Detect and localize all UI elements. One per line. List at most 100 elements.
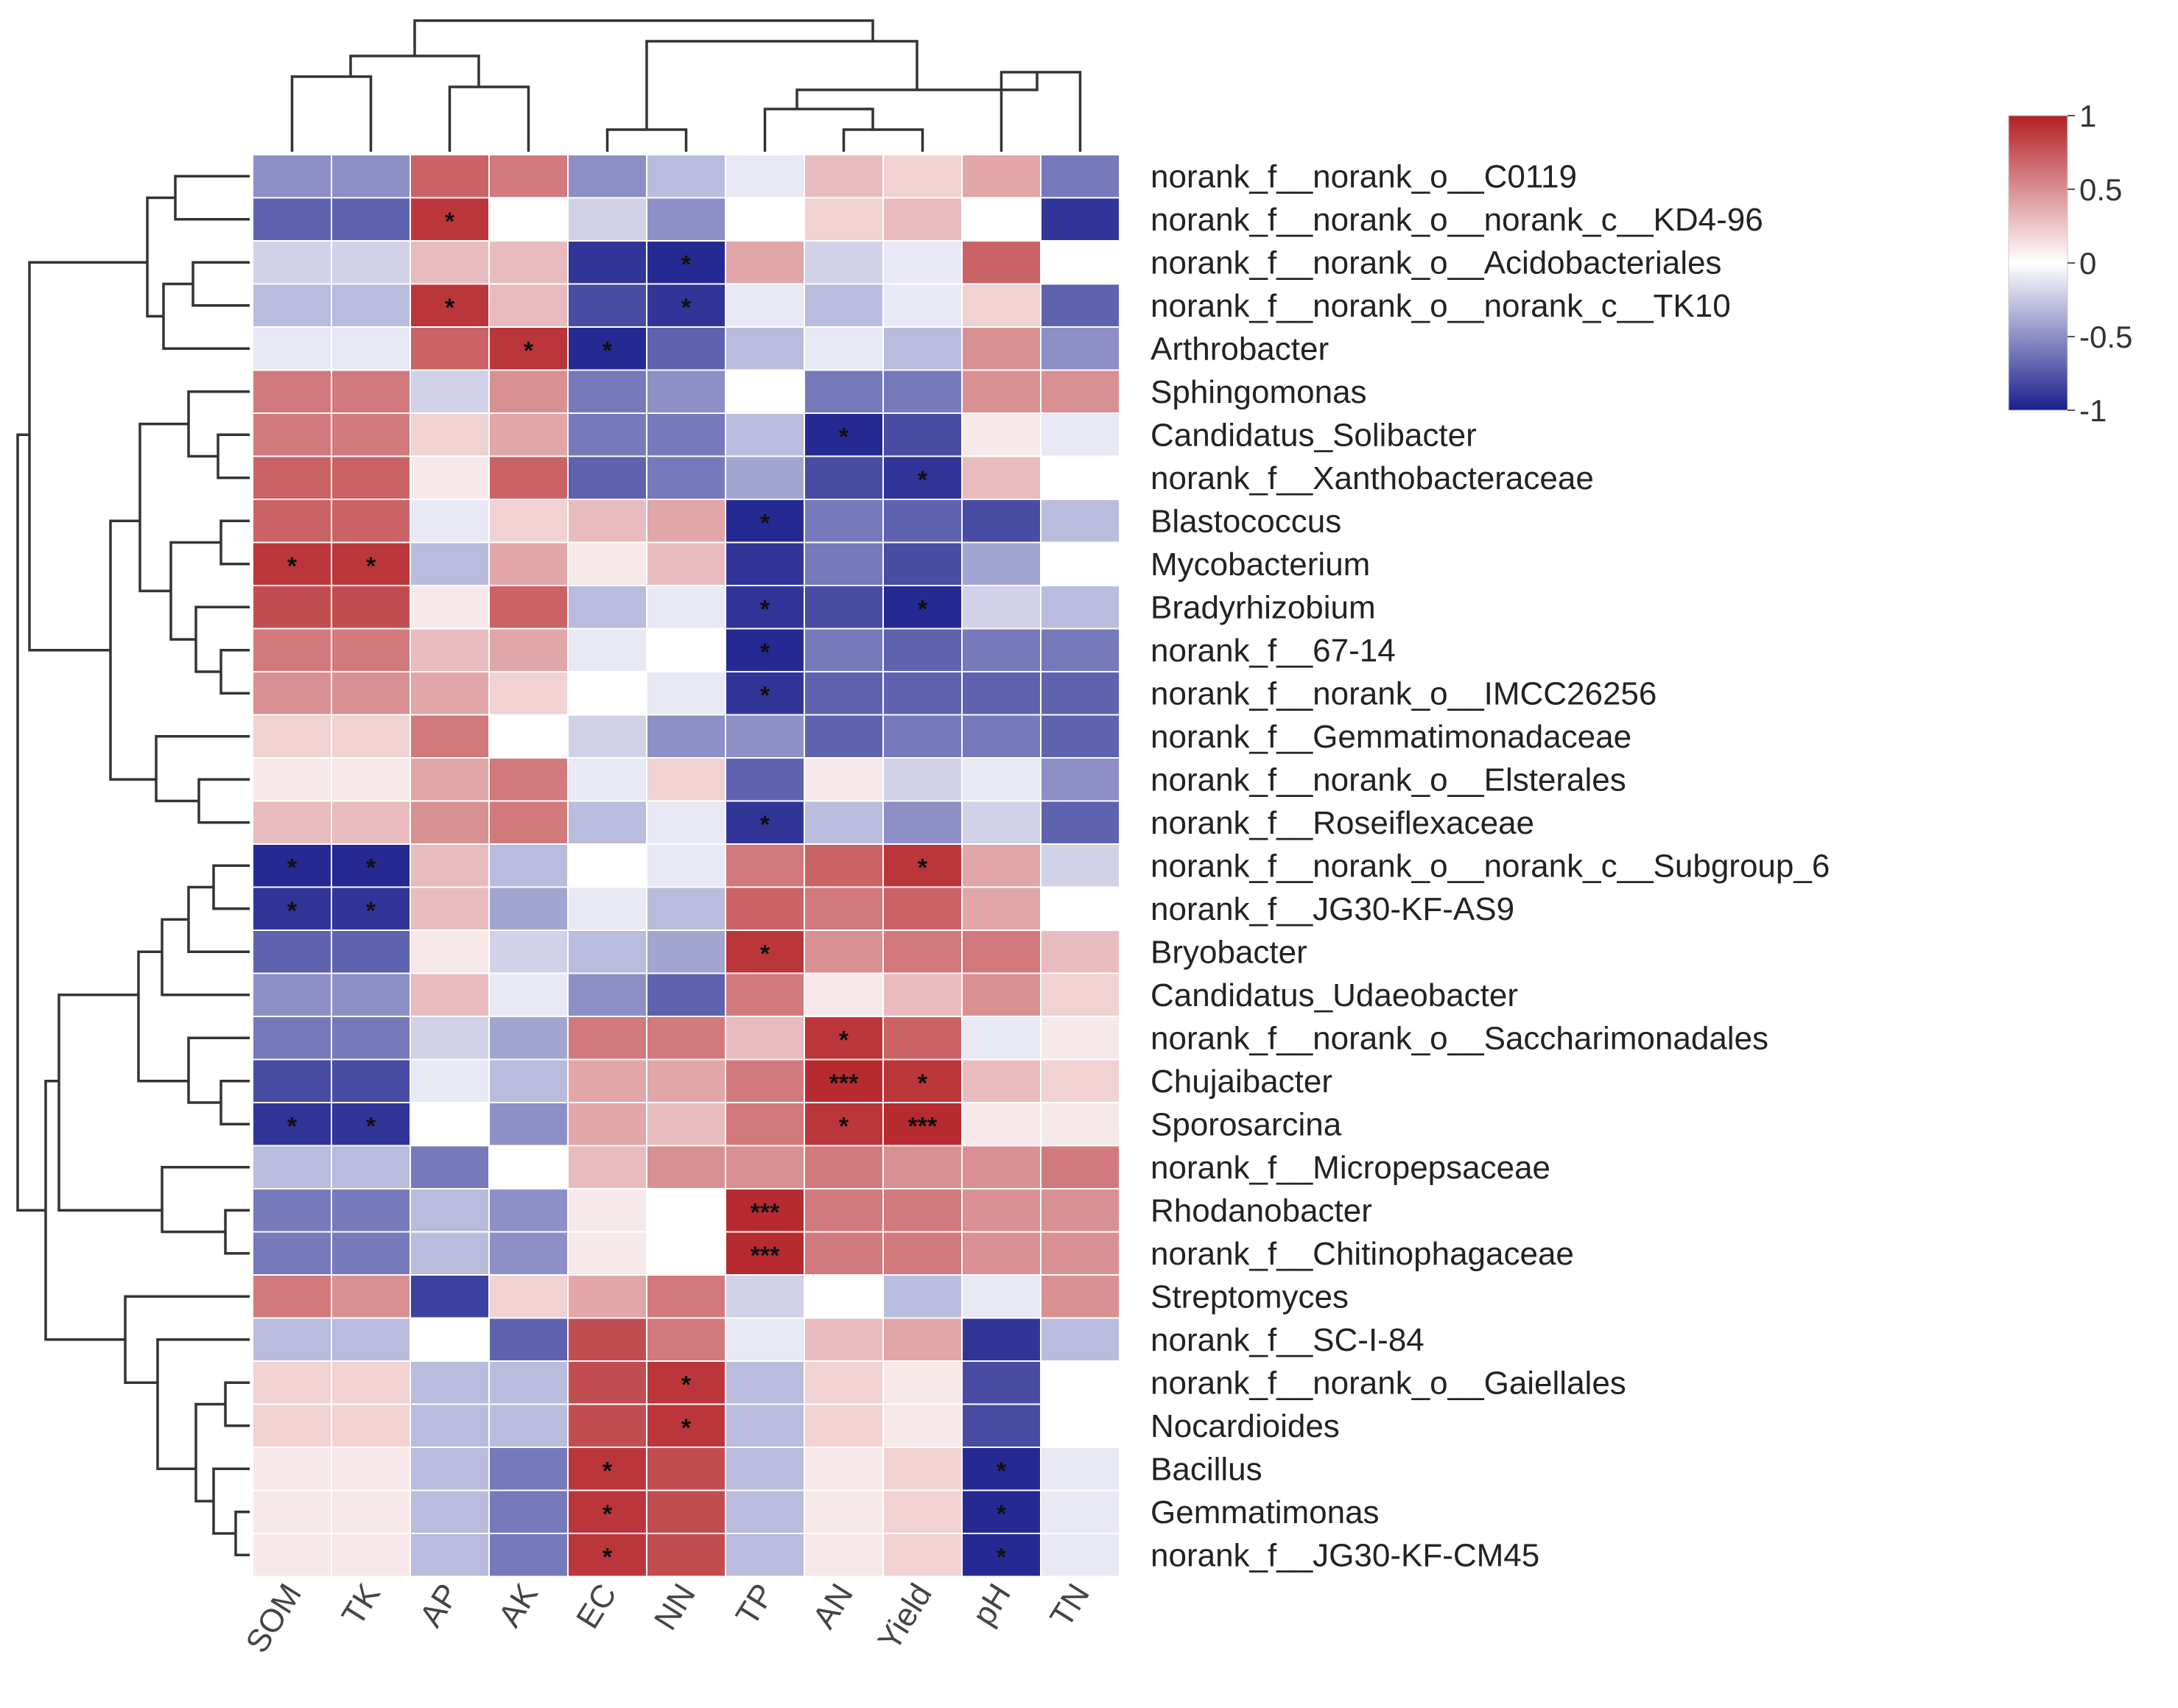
- significance-marker: *: [603, 1457, 613, 1485]
- heatmap-cell: [252, 1360, 332, 1405]
- heatmap-cell: [961, 628, 1041, 672]
- significance-marker: *: [918, 466, 928, 494]
- heatmap-cell: [252, 800, 332, 845]
- dendrogram-branch: [224, 1209, 250, 1255]
- heatmap-cell: [961, 499, 1041, 544]
- legend-tick-label: -0.5: [2079, 320, 2132, 354]
- heatmap-cell: [567, 154, 647, 199]
- heatmap-cell: [252, 843, 332, 888]
- significance-marker: *: [839, 423, 849, 451]
- heatmap-cell: [488, 499, 569, 544]
- heatmap-cell: [646, 1145, 726, 1189]
- heatmap-cell: [804, 671, 884, 716]
- significance-marker: *: [839, 1112, 849, 1140]
- heatmap-cell: [488, 929, 569, 974]
- column-label: TK: [335, 1578, 387, 1632]
- heatmap-cell: [567, 1058, 647, 1103]
- heatmap-cell: [961, 283, 1041, 328]
- heatmap-cell: [488, 1058, 569, 1103]
- heatmap-cell: [1040, 326, 1120, 371]
- heatmap-cell: [488, 541, 569, 586]
- heatmap-cell: [804, 628, 884, 672]
- heatmap-cell: [567, 1231, 647, 1276]
- heatmap-cell: [331, 499, 411, 544]
- heatmap-cell: [567, 929, 647, 974]
- row-label: norank_f__Xanthobacteraceae: [1151, 460, 1594, 496]
- heatmap-cell: [804, 240, 884, 285]
- heatmap-cell: [882, 283, 963, 328]
- row-label: norank_f__JG30-KF-CM45: [1151, 1537, 1539, 1573]
- heatmap-cell: [804, 1533, 884, 1578]
- heatmap-cell: [646, 1102, 726, 1147]
- row-label: Streptomyces: [1151, 1279, 1349, 1315]
- heatmap-cell: [410, 1102, 490, 1147]
- heatmap-cell: [725, 628, 805, 672]
- heatmap-cells: [252, 154, 1120, 1578]
- heatmap-cell: [410, 369, 490, 414]
- significance-marker: *: [760, 940, 770, 968]
- significance-marker: *: [760, 639, 770, 667]
- significance-marker: *: [287, 552, 298, 580]
- heatmap-cell: [882, 628, 963, 672]
- heatmap-cell: [252, 1274, 332, 1319]
- column-dendrogram: [290, 19, 1082, 152]
- heatmap-cell: [882, 412, 963, 457]
- heatmap-cell: [567, 757, 647, 802]
- heatmap-cell: [567, 671, 647, 716]
- heatmap-cell: [410, 972, 490, 1017]
- heatmap-cell: [804, 886, 884, 931]
- heatmap-cell: [646, 1274, 726, 1319]
- significance-marker: *: [760, 681, 770, 709]
- heatmap-cell: [646, 499, 726, 544]
- heatmap-cell: [961, 1403, 1041, 1448]
- row-label: Bacillus: [1151, 1451, 1262, 1487]
- heatmap-cell: [882, 843, 963, 888]
- heatmap-cell: [567, 369, 647, 414]
- heatmap-cell: [331, 972, 411, 1017]
- significance-markers: *** ** ***** ** ***** * ** ****** ** * * **********…: [287, 208, 1007, 1572]
- heatmap-cell: [488, 714, 569, 759]
- heatmap-cell: [331, 455, 411, 500]
- heatmap-cell: [1040, 1403, 1120, 1448]
- heatmap-cell: [1040, 1102, 1120, 1147]
- heatmap-cell: [410, 1317, 490, 1362]
- heatmap-cell: [252, 1231, 332, 1276]
- heatmap-cell: [567, 1188, 647, 1233]
- heatmap-cell: [567, 1533, 647, 1578]
- heatmap-cell: [410, 757, 490, 802]
- heatmap-cell: [252, 1447, 332, 1491]
- heatmap-cell: [646, 585, 726, 630]
- heatmap-cell: [567, 455, 647, 500]
- heatmap-cell: [804, 541, 884, 586]
- heatmap-cell: [882, 1145, 963, 1189]
- heatmap-cell: [252, 972, 332, 1017]
- heatmap-cell: [1040, 1360, 1120, 1405]
- heatmap-cell: [331, 154, 411, 199]
- heatmap-cell: [725, 1489, 805, 1534]
- column-label: TN: [1043, 1578, 1097, 1634]
- heatmap-cell: [567, 886, 647, 931]
- heatmap-cell: [1040, 455, 1120, 500]
- heatmap-cell: [804, 1447, 884, 1491]
- heatmap-cell: [646, 412, 726, 457]
- heatmap-cell: [961, 714, 1041, 759]
- legend-tick-label: -1: [2079, 393, 2107, 428]
- heatmap-cell: [882, 1360, 963, 1405]
- heatmap-cell: [410, 154, 490, 199]
- heatmap-cell: [1040, 585, 1120, 630]
- heatmap-cell: [252, 757, 332, 802]
- significance-marker: *: [603, 1543, 613, 1571]
- heatmap-cell: [882, 1403, 963, 1448]
- heatmap-cell: [252, 1016, 332, 1061]
- heatmap-cell: [961, 843, 1041, 888]
- heatmap-cell: [1040, 1489, 1120, 1534]
- heatmap-cell: [646, 714, 726, 759]
- heatmap-cell: [646, 1058, 726, 1103]
- legend-colorbar: [2008, 115, 2068, 411]
- row-label: Arthrobacter: [1151, 331, 1329, 367]
- heatmap-cell: [1040, 197, 1120, 242]
- row-label: norank_f__norank_o__C0119: [1151, 158, 1577, 194]
- dendrogram-branch: [28, 261, 147, 652]
- heatmap-cell: [410, 1489, 490, 1534]
- heatmap-cell: [567, 541, 647, 586]
